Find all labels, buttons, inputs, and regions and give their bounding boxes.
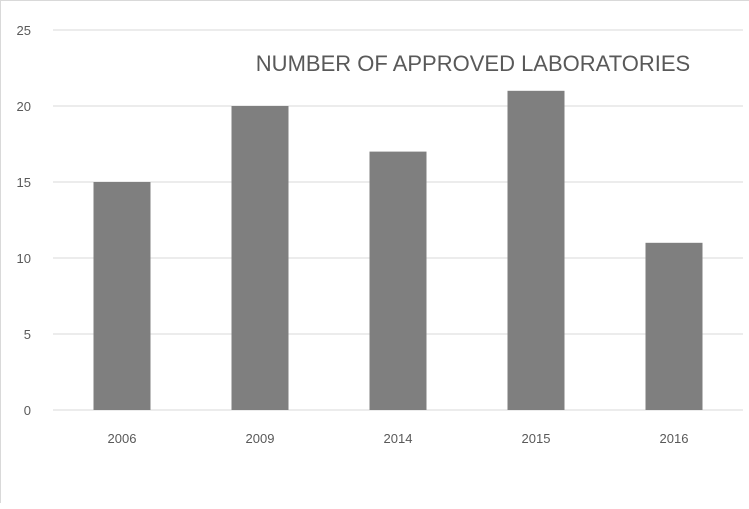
y-axis-ticks: 0 5 10 15 20 25 (17, 23, 31, 418)
x-tick-label-2015: 2015 (522, 431, 551, 446)
y-tick-label: 20 (17, 99, 31, 114)
bar-2009 (231, 106, 289, 410)
x-tick-label-2014: 2014 (384, 431, 413, 446)
bar-2015 (507, 90, 565, 411)
x-tick-label-2006: 2006 (108, 431, 137, 446)
y-tick-label: 0 (24, 403, 31, 418)
chart-title: NUMBER OF APPROVED LABORATORIES (256, 51, 690, 76)
x-tick-label-2009: 2009 (246, 431, 275, 446)
bar-2006 (93, 182, 151, 410)
y-tick-label: 15 (17, 175, 31, 190)
x-axis-ticks: 2006 2009 2014 2015 2016 (108, 431, 689, 446)
y-tick-label: 10 (17, 251, 31, 266)
bar-2014 (369, 151, 427, 410)
bar-2016 (645, 242, 703, 410)
x-tick-label-2016: 2016 (660, 431, 689, 446)
bars (93, 90, 703, 411)
y-tick-label: 5 (24, 327, 31, 342)
y-tick-label: 25 (17, 23, 31, 38)
